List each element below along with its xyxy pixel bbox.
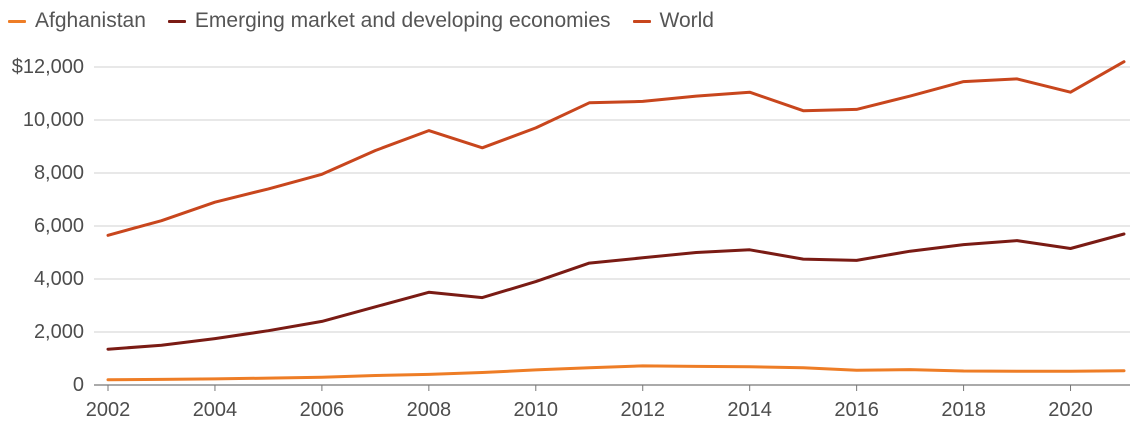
- series-line-emerging-market-and-developing-economies: [106, 232, 1126, 351]
- legend-label-world: World: [659, 9, 714, 32]
- legend-item-world: World: [632, 9, 714, 33]
- x-tick-label: 2004: [193, 399, 238, 421]
- legend-label-afghanistan: Afghanistan: [35, 9, 146, 32]
- legend-swatch-afghanistan: [8, 19, 26, 23]
- legend-swatch-emerging-markets: [167, 19, 186, 23]
- x-tick-label: 2008: [407, 399, 452, 421]
- y-tick-label: 10,000: [23, 109, 84, 131]
- y-tick-label: 2,000: [34, 321, 84, 343]
- legend-label-emerging-markets: Emerging market and developing economies: [194, 9, 611, 32]
- x-tick-label: 2020: [1048, 399, 1093, 421]
- x-tick-label: 2010: [514, 399, 559, 421]
- legend-item-afghanistan: Afghanistan: [8, 9, 146, 33]
- x-tick-label: 2018: [941, 399, 986, 421]
- gridlines: [94, 66, 1130, 386]
- series-line-afghanistan: [106, 364, 1126, 382]
- y-axis: $12,000 10,000 8,000 6,000 4,000 2,000 0: [12, 56, 84, 396]
- x-tick-label: 2012: [620, 399, 665, 421]
- x-tick-label: 2016: [834, 399, 879, 421]
- y-tick-label: 8,000: [34, 162, 84, 184]
- x-tick-label: 2002: [86, 399, 131, 421]
- x-tick-label: 2014: [727, 399, 772, 421]
- legend: Afghanistan Emerging market and developi…: [8, 8, 714, 34]
- y-tick-label: 0: [73, 374, 84, 396]
- legend-swatch-world: [632, 19, 651, 23]
- y-tick-label: $12,000: [12, 56, 84, 78]
- legend-item-emerging-markets: Emerging market and developing economies: [167, 9, 611, 33]
- x-tick-label: 2006: [300, 399, 345, 421]
- y-tick-label: 6,000: [34, 215, 84, 237]
- series-lines: [106, 60, 1126, 382]
- x-axis: 2002 2004 2006 2008 2010 2012 2014 2016 2018 2020: [86, 385, 1093, 421]
- series-line-world: [106, 60, 1126, 237]
- y-tick-label: 4,000: [34, 268, 84, 290]
